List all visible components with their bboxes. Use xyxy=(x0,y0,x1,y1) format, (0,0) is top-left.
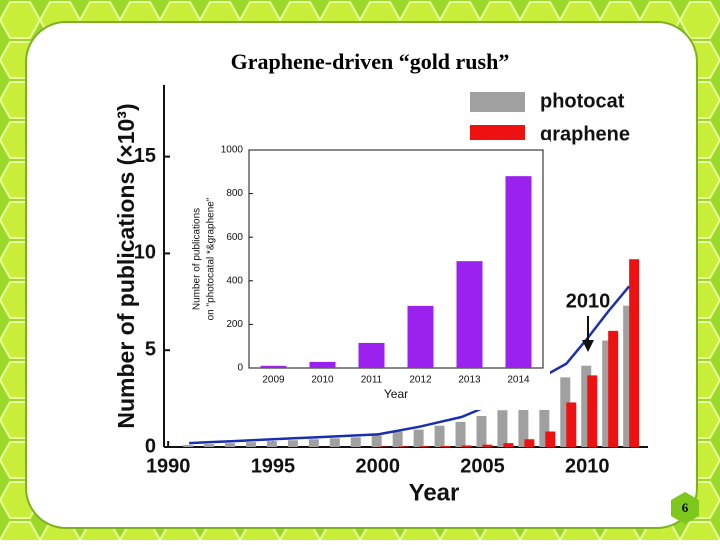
bar xyxy=(441,446,451,447)
bar xyxy=(372,435,382,447)
y-tick-label: 600 xyxy=(226,232,243,243)
y-tick-label: 800 xyxy=(226,188,243,199)
x-tick-label: 2010 xyxy=(311,375,334,386)
bar xyxy=(545,432,555,447)
bar xyxy=(566,402,576,447)
legend-swatch xyxy=(470,92,525,112)
y-tick-label: 5 xyxy=(145,338,156,360)
bar xyxy=(351,437,361,447)
x-tick-label: 2013 xyxy=(458,375,481,386)
bar xyxy=(309,439,319,447)
y-axis-label: Number of publications xyxy=(192,208,203,310)
bar xyxy=(204,444,214,447)
bar xyxy=(414,430,424,447)
x-tick-label: 2009 xyxy=(262,375,285,386)
bar xyxy=(497,410,507,447)
bar xyxy=(359,343,385,368)
bar xyxy=(457,261,483,368)
y-tick-label: 1000 xyxy=(221,145,244,156)
legend-label: photocat xyxy=(540,90,625,112)
x-tick-label: 2011 xyxy=(361,375,383,386)
x-tick-label: 2012 xyxy=(409,375,432,386)
y-tick-label: 0 xyxy=(237,363,243,374)
y-tick-label: 400 xyxy=(226,275,243,286)
bar xyxy=(310,362,336,368)
bar xyxy=(330,438,340,447)
bar xyxy=(608,331,618,447)
bar xyxy=(267,441,277,447)
bar xyxy=(183,445,193,447)
bar xyxy=(629,259,639,447)
legend-label: graphene xyxy=(540,123,630,145)
x-tick-label: 2010 xyxy=(565,455,610,477)
bar xyxy=(288,440,298,447)
bar xyxy=(506,176,532,368)
bar xyxy=(456,422,466,447)
y-tick-label: 0 xyxy=(145,435,156,457)
bar xyxy=(524,439,534,447)
bar xyxy=(503,443,513,447)
x-axis-label: Year xyxy=(384,387,408,401)
x-tick-label: 1995 xyxy=(251,455,296,477)
bar xyxy=(225,443,235,447)
x-tick-label: 2000 xyxy=(355,455,400,477)
bar xyxy=(587,375,597,447)
bar xyxy=(435,426,445,447)
bar xyxy=(246,442,256,447)
y-axis-label: on "photocatal *&graphene" xyxy=(206,197,217,320)
inset-chart: 0 200 400 600 800 1000 2009 2010 2011 2012 2013 201… xyxy=(180,140,550,410)
bar xyxy=(399,446,409,447)
slide-title: Graphene-driven “gold rush” xyxy=(231,49,510,74)
bar xyxy=(261,366,287,368)
x-axis-label: Year xyxy=(409,479,460,506)
x-tick-label: 2014 xyxy=(507,375,530,386)
bar xyxy=(393,432,403,447)
bar xyxy=(408,306,434,368)
annotation: 2010 xyxy=(566,290,611,312)
bar xyxy=(476,416,486,447)
y-tick-label: 200 xyxy=(226,319,243,330)
bar xyxy=(482,445,492,447)
x-tick-label: 2005 xyxy=(460,455,505,477)
bar xyxy=(420,446,430,447)
x-tick-label: 1990 xyxy=(146,455,191,477)
bar xyxy=(462,445,472,447)
page-number: 6 xyxy=(682,500,689,515)
y-axis-label: Number of publications (×10³) xyxy=(113,103,139,428)
